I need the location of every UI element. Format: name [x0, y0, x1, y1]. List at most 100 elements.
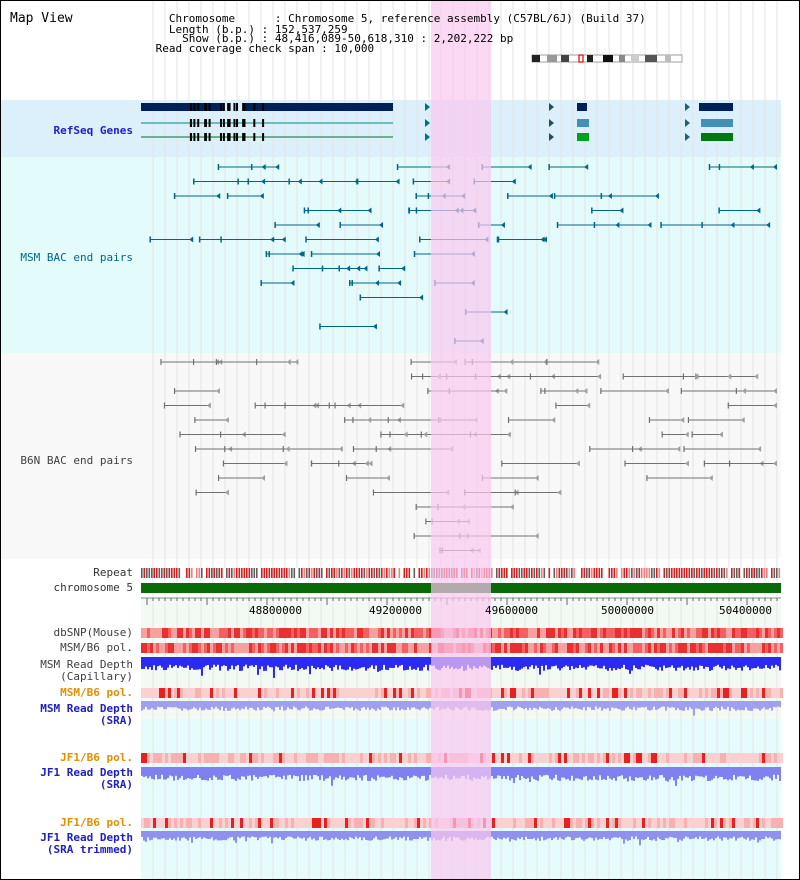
depth-bar: [309, 701, 311, 711]
pol-strip: [165, 688, 168, 698]
repeat-mark: [416, 568, 418, 578]
pol-strip: [690, 818, 693, 828]
depth-bar: [237, 701, 239, 709]
pol-strip: [261, 753, 264, 763]
depth-bar: [517, 831, 519, 838]
depth-bar: [595, 767, 597, 780]
pol-strip: [615, 753, 618, 763]
pol-strip: [771, 688, 774, 698]
track-label-msm-bac[interactable]: MSM BAC end pairs: [20, 251, 133, 264]
repeat-mark: [316, 568, 318, 578]
depth-bar: [165, 767, 167, 780]
depth-bar: [421, 701, 423, 709]
strand-arrow: [549, 103, 554, 111]
depth-bar: [753, 701, 755, 709]
repeat-mark: [591, 568, 593, 578]
repeat-mark: [518, 568, 521, 578]
pol-strip: [666, 818, 669, 828]
chromosome-ideogram[interactable]: [531, 53, 683, 64]
depth-bar: [273, 657, 275, 678]
pol-strip: [270, 753, 273, 763]
dbsnp-strip: [636, 628, 639, 638]
depth-bar: [405, 767, 407, 781]
pol-strip: [648, 753, 651, 763]
depth-bar: [359, 657, 361, 669]
depth-bar: [757, 831, 759, 843]
depth-bar: [665, 657, 667, 669]
pol-strip: [519, 643, 522, 653]
depth-bar: [339, 767, 341, 776]
pol-strip: [360, 643, 363, 653]
depth-bar: [249, 701, 251, 708]
pol-strip: [411, 688, 414, 698]
depth-bar: [385, 701, 387, 707]
depth-bar: [419, 831, 421, 837]
depth-bar: [395, 831, 397, 838]
pol-strip: [516, 818, 519, 828]
depth-bar: [169, 767, 171, 776]
pol-strip: [735, 753, 738, 763]
track-label-b6n-bac[interactable]: B6N BAC end pairs: [20, 454, 133, 467]
depth-bar: [173, 657, 175, 667]
pol-strip: [141, 753, 144, 763]
axis-tick-label: 49200000: [369, 604, 422, 617]
depth-bar: [179, 831, 181, 841]
depth-bar: [633, 657, 635, 666]
pol-strip: [372, 643, 375, 653]
pol-strip: [567, 753, 570, 763]
pol-strip: [573, 643, 576, 653]
track-label-refseq[interactable]: RefSeq Genes: [53, 124, 133, 137]
depth-bar: [297, 831, 299, 837]
bac-end-arrow: [419, 294, 424, 301]
repeat-mark: [168, 568, 171, 578]
pol-strip: [552, 818, 555, 828]
repeat-mark: [143, 568, 146, 578]
exon-mark: [204, 119, 207, 127]
repeat-mark: [238, 568, 241, 578]
dbsnp-strip: [303, 628, 306, 638]
depth-bar: [519, 831, 521, 840]
dbsnp-strip: [678, 628, 681, 638]
dbsnp-strip: [633, 628, 636, 638]
depth-bar: [245, 767, 247, 780]
pol-strip: [384, 643, 387, 653]
selected-region-highlight[interactable]: [431, 1, 491, 879]
pol-strip: [312, 753, 315, 763]
pol-strip: [510, 818, 513, 828]
depth-bar: [257, 701, 259, 708]
pol-strip: [495, 818, 498, 828]
depth-bar: [233, 657, 235, 670]
depth-bar: [331, 767, 333, 786]
axis-tick-label: 48800000: [249, 604, 302, 617]
pol-strip: [228, 643, 231, 653]
depth-bar: [287, 701, 289, 708]
pol-strip: [564, 643, 567, 653]
depth-bar: [691, 767, 693, 781]
depth-bar: [271, 831, 273, 844]
bac-end-arrow: [354, 178, 359, 185]
pol-strip: [627, 643, 630, 653]
pol-strip: [327, 688, 330, 698]
dbsnp-strip: [762, 628, 765, 638]
depth-bar: [259, 701, 261, 711]
pol-strip: [774, 753, 777, 763]
depth-bar: [253, 831, 255, 837]
pol-strip: [255, 753, 258, 763]
depth-bar: [529, 831, 531, 839]
pol-strip: [588, 688, 591, 698]
length-info: Length (b.p.) : 152,537,259: [149, 23, 348, 36]
pol-strip: [354, 818, 357, 828]
depth-bar: [285, 657, 287, 665]
dbsnp-strip: [582, 628, 585, 638]
pol-strip: [423, 688, 426, 698]
depth-bar: [643, 701, 645, 708]
depth-bar: [155, 767, 157, 775]
repeat-mark: [323, 568, 326, 578]
depth-bar: [639, 657, 641, 670]
dbsnp-strip: [150, 628, 153, 638]
repeat-mark: [428, 568, 431, 578]
pol-strip: [720, 753, 723, 763]
pol-strip: [519, 753, 522, 763]
depth-bar: [559, 657, 561, 671]
strand-arrow: [425, 119, 430, 127]
